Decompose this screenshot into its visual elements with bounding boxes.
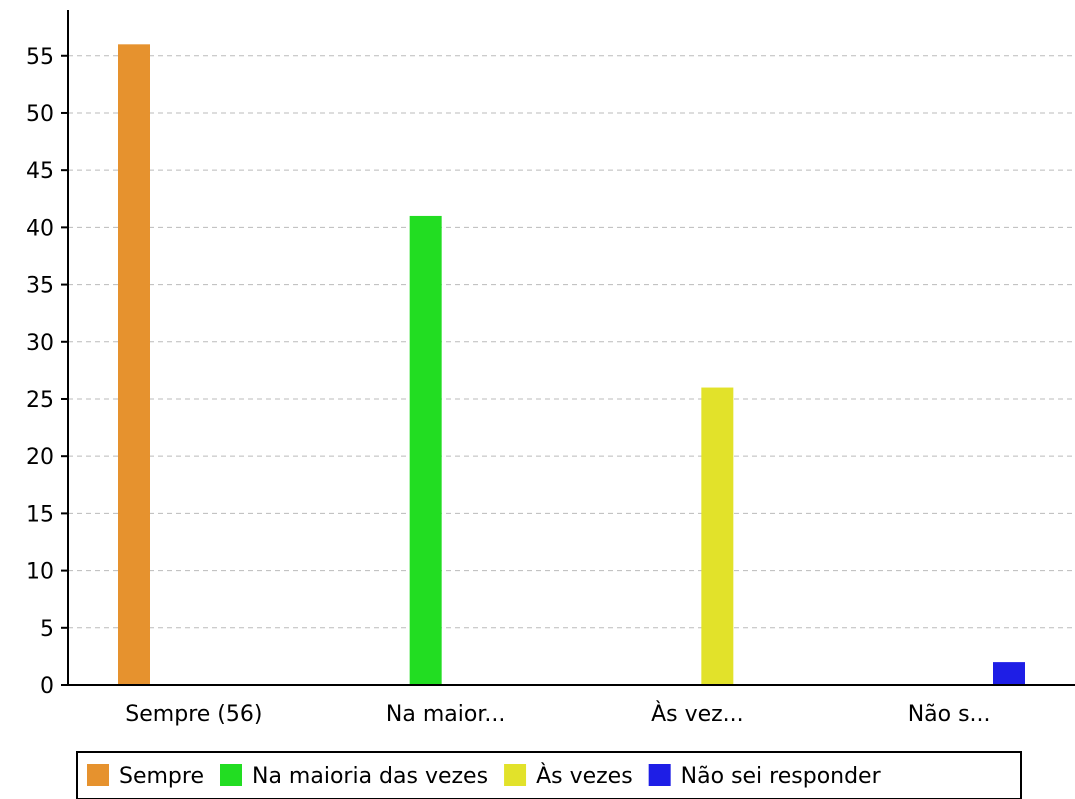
y-tick-label: 5 xyxy=(40,617,54,642)
y-tick-label: 15 xyxy=(26,502,54,527)
y-tick-label: 50 xyxy=(26,102,54,127)
x-tick-label: Sempre (56) xyxy=(125,702,262,727)
legend-label: Na maioria das vezes xyxy=(252,764,488,789)
legend: Sempre Na maioria das vezes Às vezes Não se… xyxy=(76,751,1022,799)
y-tick-label: 0 xyxy=(40,674,54,699)
y-tick-label: 20 xyxy=(26,445,54,470)
y-tick-label: 35 xyxy=(26,274,54,299)
legend-swatch xyxy=(648,764,671,786)
legend-label: Não sei responder xyxy=(681,764,882,789)
bar xyxy=(701,387,734,685)
bar xyxy=(993,662,1025,685)
y-tick-label: 30 xyxy=(26,331,54,356)
y-tick-label: 55 xyxy=(26,45,54,70)
legend-swatch xyxy=(220,764,242,786)
bar xyxy=(409,215,442,686)
grid-lines xyxy=(68,55,1075,629)
x-tick-label: Às vez... xyxy=(651,701,744,727)
y-tick-label: 40 xyxy=(26,216,54,241)
legend-label: Às vezes xyxy=(536,763,633,789)
legend-swatch xyxy=(87,764,109,786)
bars xyxy=(118,44,1025,686)
x-tick-labels: Sempre (56) Na maior... Às vez... Não s... xyxy=(125,701,990,727)
y-tick-label: 45 xyxy=(26,159,54,184)
y-tick-label: 25 xyxy=(26,388,54,413)
legend-swatch xyxy=(504,764,527,786)
x-tick-label: Não s... xyxy=(908,702,991,727)
legend-label: Sempre xyxy=(119,764,204,789)
y-tick-label: 10 xyxy=(26,560,54,585)
y-tick-labels: 0 5 10 15 20 25 30 35 40 45 50 55 xyxy=(26,45,68,699)
x-tick-label: Na maior... xyxy=(386,702,505,727)
bar xyxy=(118,44,150,686)
